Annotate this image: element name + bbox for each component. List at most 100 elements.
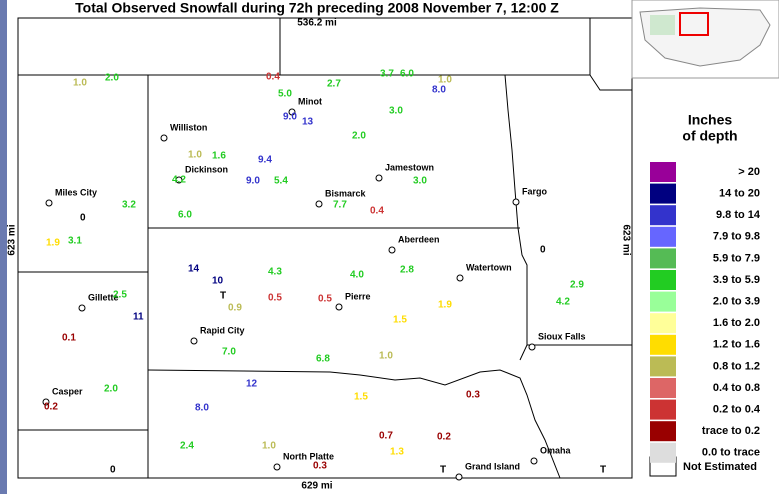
not-estimated-label: Not Estimated bbox=[683, 461, 757, 473]
map-title: Total Observed Snowfall during 72h prece… bbox=[75, 0, 559, 16]
city-label: Pierre bbox=[345, 291, 371, 301]
observation-label: 0.5 bbox=[268, 293, 282, 304]
city-label: Casper bbox=[52, 386, 83, 396]
observation-label: 0.1 bbox=[62, 333, 76, 344]
border bbox=[504, 74, 528, 361]
left-strip bbox=[0, 0, 7, 494]
city-marker bbox=[315, 200, 323, 208]
legend-swatch bbox=[650, 356, 676, 377]
observation-label: 4.2 bbox=[556, 297, 570, 308]
observation-label: 1.0 bbox=[73, 78, 87, 89]
legend-label: trace to 0.2 bbox=[702, 425, 760, 437]
legend-label: 1.6 to 2.0 bbox=[713, 317, 760, 329]
city-label: North Platte bbox=[283, 451, 334, 461]
observation-label: 4.0 bbox=[350, 270, 364, 281]
observation-label: 0 bbox=[540, 245, 546, 256]
observation-label: 1.0 bbox=[438, 75, 452, 86]
observation-label: 5.4 bbox=[274, 176, 288, 187]
observation-label: 9.0 bbox=[283, 112, 297, 123]
inset-box bbox=[679, 12, 709, 36]
city-label: Miles City bbox=[55, 187, 97, 197]
city-label: Omaha bbox=[540, 445, 572, 455]
observation-label: 0.2 bbox=[437, 432, 451, 443]
inset-snow bbox=[650, 15, 675, 35]
observation-label: 3.0 bbox=[413, 176, 427, 187]
observation-label: 7.0 bbox=[222, 347, 236, 358]
legend-label: 5.9 to 7.9 bbox=[713, 252, 760, 264]
observation-label: 6.0 bbox=[400, 69, 414, 80]
legend-title: Inches bbox=[688, 112, 733, 128]
observation-label: 3.1 bbox=[68, 236, 82, 247]
observation-label: 2.0 bbox=[105, 73, 119, 84]
city-marker bbox=[456, 274, 464, 282]
city-marker bbox=[388, 246, 396, 254]
observation-label: 8.0 bbox=[195, 403, 209, 414]
city-label: Jamestown bbox=[385, 162, 434, 172]
observation-label: 1.5 bbox=[393, 315, 407, 326]
city-marker bbox=[190, 337, 198, 345]
observation-label: 3.2 bbox=[122, 200, 136, 211]
observation-label: 12 bbox=[246, 379, 258, 390]
observation-label: 7.7 bbox=[333, 200, 347, 211]
observation-label: 1.0 bbox=[188, 150, 202, 161]
observation-label: 14 bbox=[188, 264, 200, 275]
legend-swatch bbox=[650, 399, 676, 420]
observation-label: 2.0 bbox=[352, 131, 366, 142]
legend-title: of depth bbox=[682, 128, 737, 144]
observation-label: T bbox=[220, 291, 226, 302]
city-label: Fargo bbox=[522, 186, 548, 196]
observation-label: 1.9 bbox=[438, 300, 452, 311]
borders bbox=[18, 18, 632, 479]
border bbox=[280, 18, 591, 76]
city-label: Dickinson bbox=[185, 164, 228, 174]
observation-label: 1.9 bbox=[46, 238, 60, 249]
city-marker bbox=[375, 174, 383, 182]
observation-label: 0.4 bbox=[370, 206, 384, 217]
observation-label: 1.6 bbox=[212, 151, 226, 162]
observation-label: 1.3 bbox=[390, 447, 404, 458]
city-marker bbox=[160, 134, 168, 142]
observation-label: 0 bbox=[80, 213, 86, 224]
observation-label: 0.3 bbox=[466, 390, 480, 401]
observation-label: 9.0 bbox=[246, 176, 260, 187]
city-label: Gillette bbox=[88, 292, 119, 302]
legend-swatch bbox=[650, 378, 676, 398]
inset-map bbox=[631, 0, 779, 79]
scale-right: 623 mi bbox=[620, 224, 631, 255]
legend-label: 9.8 to 14 bbox=[716, 209, 761, 221]
city-label: Sioux Falls bbox=[538, 331, 586, 341]
map: Williston Minot Dickinson Miles City Jamesto… bbox=[17, 17, 633, 481]
legend-swatch bbox=[650, 421, 676, 442]
observation-label: 1.5 bbox=[354, 392, 368, 403]
city-marker bbox=[45, 199, 53, 207]
legend-label: > 20 bbox=[738, 166, 760, 178]
city-marker bbox=[455, 473, 463, 481]
observation-label: 2.0 bbox=[104, 384, 118, 395]
legend-swatch bbox=[650, 183, 676, 204]
legend-swatch bbox=[650, 205, 676, 226]
legend-swatch bbox=[650, 313, 676, 334]
city-marker bbox=[42, 398, 50, 406]
city-marker bbox=[288, 108, 296, 116]
legend-label: 0.4 to 0.8 bbox=[713, 382, 760, 394]
observation-label: 0.7 bbox=[379, 431, 393, 442]
observation-label: 4.3 bbox=[268, 267, 282, 278]
observation-label: 2.8 bbox=[400, 265, 414, 276]
observation-label: T bbox=[440, 465, 446, 476]
legend-swatch bbox=[650, 270, 676, 290]
border bbox=[589, 74, 632, 91]
city-label: Grand Island bbox=[465, 461, 520, 471]
observation-label: 2.7 bbox=[327, 79, 341, 90]
city-label: Bismarck bbox=[325, 188, 367, 198]
observation-label: T bbox=[600, 465, 606, 476]
legend-swatch bbox=[650, 162, 676, 182]
observation-label: 3.0 bbox=[389, 106, 403, 117]
legend-swatch bbox=[650, 226, 676, 247]
border bbox=[147, 369, 561, 479]
observation-label: 0.4 bbox=[266, 72, 280, 83]
legend-label: 14 to 20 bbox=[719, 188, 760, 200]
observation-label: 8.0 bbox=[432, 85, 446, 96]
observation-label: 3.7 bbox=[380, 69, 394, 80]
observation-label: 11 bbox=[133, 312, 144, 323]
